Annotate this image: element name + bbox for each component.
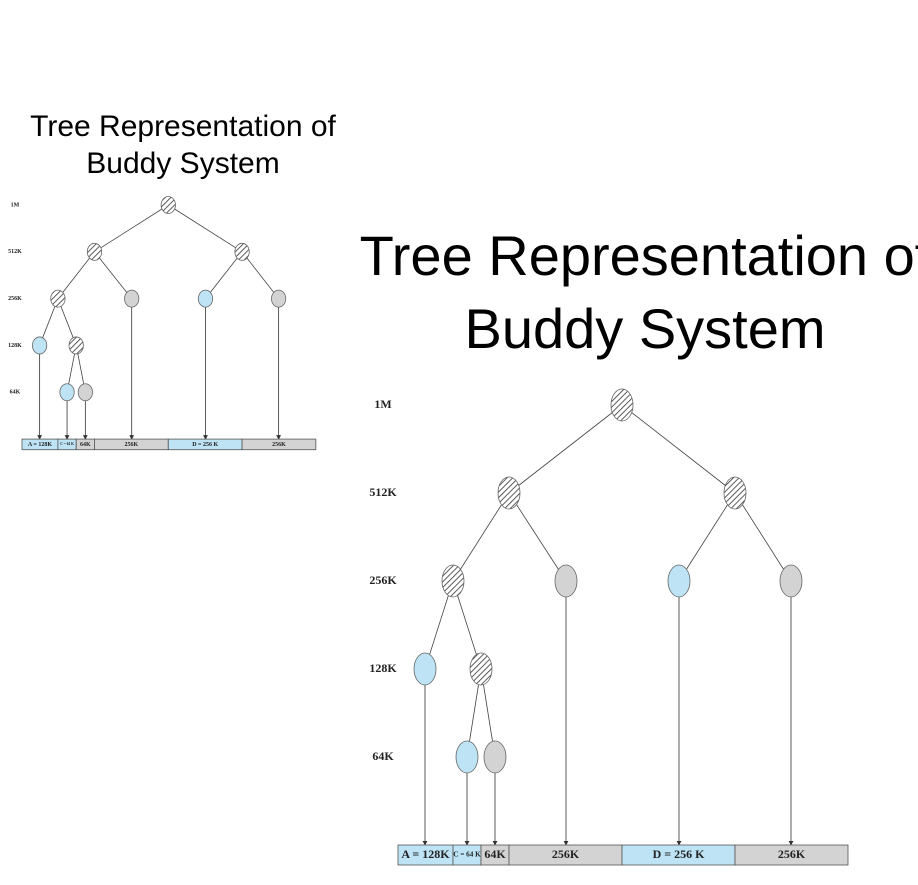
level-label: 128K — [8, 343, 22, 349]
node — [667, 564, 691, 598]
node — [197, 289, 214, 308]
title: Buddy System — [464, 297, 825, 360]
block-label: 64K — [484, 847, 506, 861]
edge — [621, 404, 736, 494]
edge — [241, 251, 279, 299]
block-label: 256K — [778, 847, 806, 861]
level-label: 1M — [11, 202, 20, 208]
node — [483, 740, 507, 774]
level-label: 1M — [374, 397, 391, 411]
block-label: 256K — [552, 847, 580, 861]
node — [59, 383, 75, 402]
node — [455, 740, 479, 774]
node — [413, 652, 437, 686]
edge — [94, 204, 169, 253]
level-label: 64K — [10, 390, 21, 396]
level-label: 128K — [369, 661, 397, 675]
edge — [452, 492, 510, 582]
edge — [205, 251, 243, 299]
node — [723, 476, 747, 510]
block-label: D = 256 K — [192, 442, 218, 448]
node — [50, 289, 66, 308]
node — [160, 196, 176, 214]
level-label: 64K — [372, 749, 394, 763]
block-label: A = 128K — [401, 847, 450, 861]
memory-block — [241, 438, 317, 451]
node — [610, 388, 634, 422]
node — [86, 242, 103, 261]
block-label: 256K — [272, 442, 286, 448]
node — [779, 564, 803, 598]
diagram-large: Tree Representation of Buddy System 1M 512K… — [360, 224, 918, 866]
node — [77, 383, 93, 402]
node — [441, 564, 465, 598]
node — [68, 336, 84, 355]
title: Tree Representation of — [30, 110, 336, 143]
node — [234, 242, 250, 261]
edge — [57, 251, 95, 299]
title: Tree Representation of — [360, 224, 918, 287]
level-label: 256K — [369, 573, 397, 587]
level-label: 256K — [8, 296, 22, 302]
block-label: D = 256 K — [653, 847, 706, 861]
memory-block — [734, 844, 849, 866]
node — [554, 564, 578, 598]
node — [32, 336, 48, 355]
block-label: 256K — [125, 442, 139, 448]
node — [124, 289, 140, 308]
edge — [168, 204, 243, 253]
diagram-small: Tree Representation of Buddy System 1M 512K… — [8, 110, 337, 451]
node — [497, 476, 521, 510]
level-label: 512K — [369, 485, 397, 499]
level-label: 512K — [8, 249, 22, 255]
node — [271, 289, 287, 308]
edge — [94, 251, 133, 299]
node — [469, 652, 493, 686]
edge — [508, 492, 567, 582]
block-label: A = 128K — [28, 442, 52, 448]
block-label: 64K — [80, 442, 91, 448]
edge — [508, 404, 623, 494]
edge — [678, 492, 736, 582]
edge — [734, 492, 792, 582]
title: Buddy System — [86, 147, 279, 180]
block-label: C = 64 K — [60, 442, 74, 446]
block-label: C = 64 K — [453, 851, 481, 859]
